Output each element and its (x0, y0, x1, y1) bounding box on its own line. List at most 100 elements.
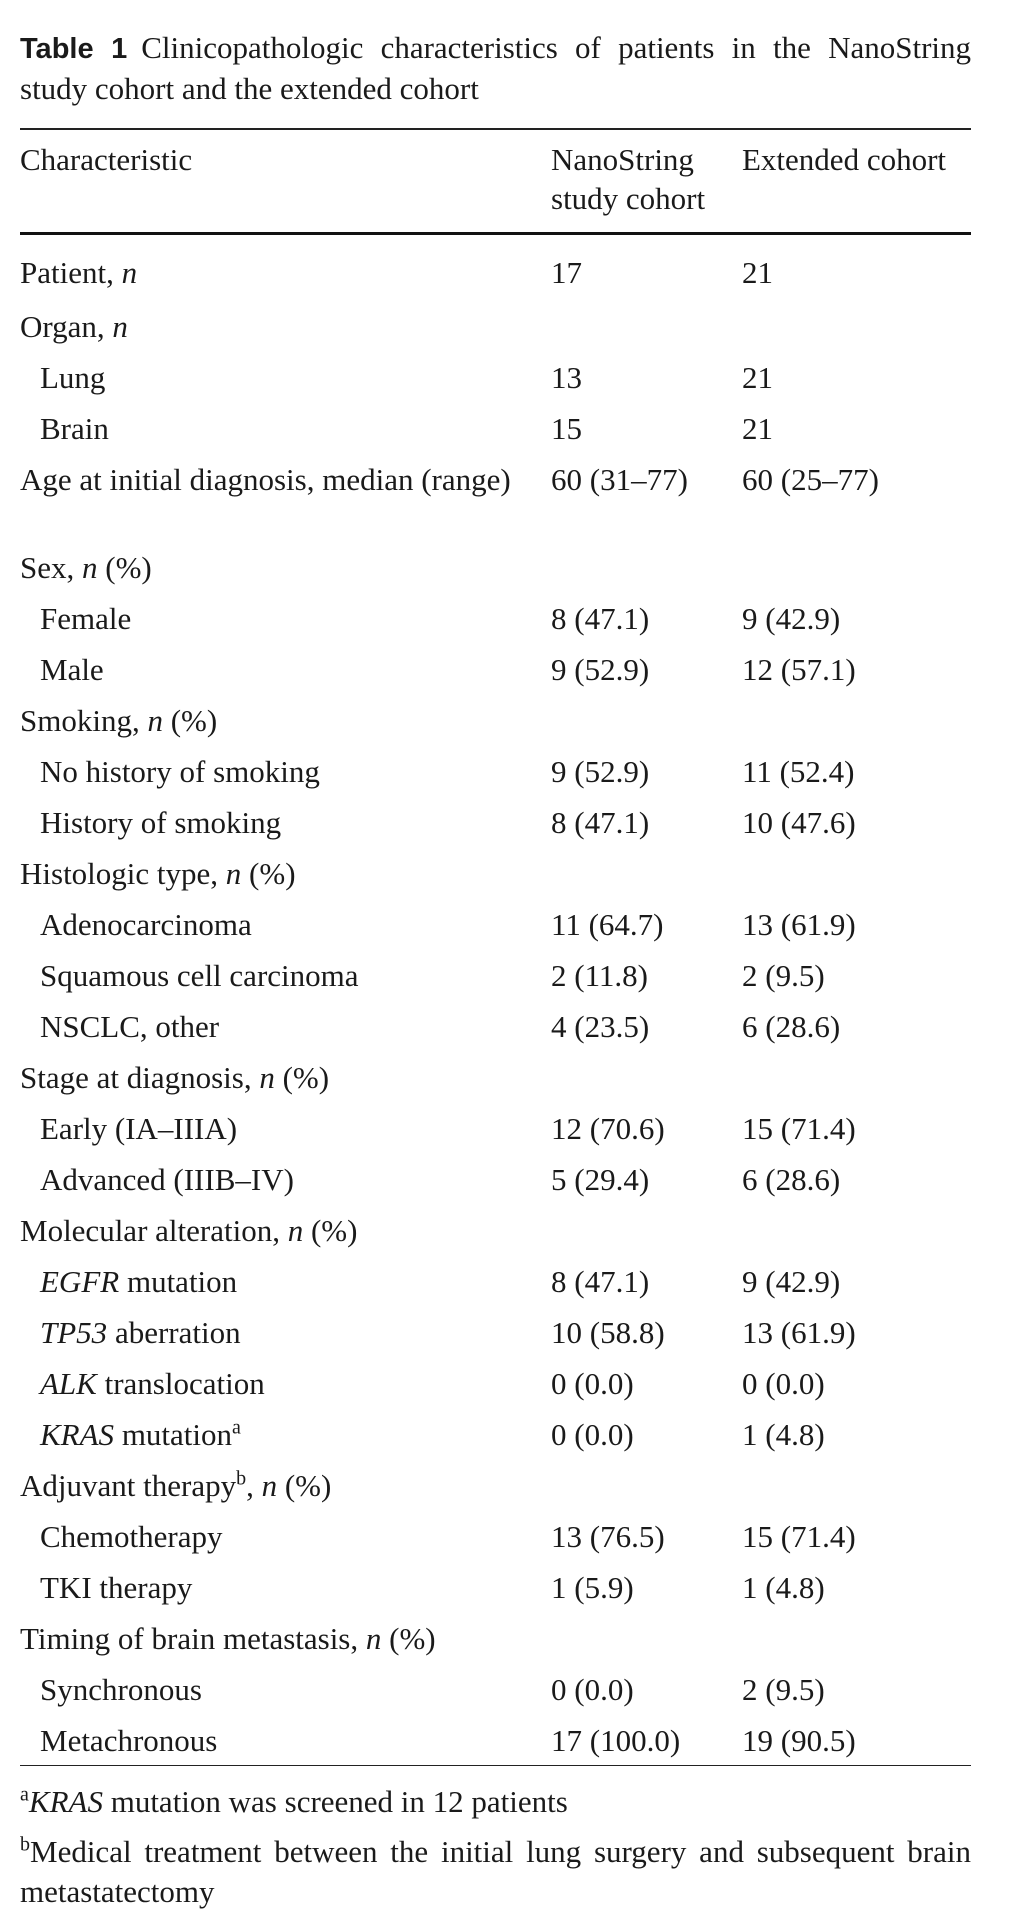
table-footnotes: aKRAS mutation was screened in 12 patien… (20, 1782, 971, 1912)
nanostring-value: 13 (76.5) (551, 1518, 665, 1554)
nanostring-value: 9 (52.9) (551, 753, 650, 789)
header-nanostring: NanoString study cohort (551, 141, 706, 216)
extended-value: 60 (25–77) (742, 461, 879, 497)
table-row: TP53 aberration 10 (58.8) 13 (61.9) (20, 1301, 971, 1352)
table-row: No history of smoking 9 (52.9) 11 (52.4) (20, 740, 971, 791)
table-row: Brain 15 21 (20, 397, 971, 448)
extended-value: 6 (28.6) (742, 1008, 841, 1044)
header-rule (20, 231, 971, 235)
nanostring-value: 13 (551, 359, 582, 395)
extended-value: 19 (90.5) (742, 1722, 856, 1758)
table-row: Timing of brain metastasis, n (%) (20, 1607, 971, 1658)
table-row: Advanced (IIIB–IV) 5 (29.4) 6 (28.6) (20, 1148, 971, 1199)
nanostring-value: 17 (100.0) (551, 1722, 681, 1758)
extended-value: 12 (57.1) (742, 651, 856, 687)
row-label: Patient, n (20, 254, 138, 290)
table-row: Age at initial diagnosis, median (range)… (20, 448, 971, 536)
row-label: Adjuvant therapyb, n (%) (20, 1467, 332, 1503)
nanostring-value: 0 (0.0) (551, 1365, 634, 1401)
extended-value: 13 (61.9) (742, 1314, 856, 1350)
extended-value: 15 (71.4) (742, 1518, 856, 1554)
extended-value: 1 (4.8) (742, 1569, 825, 1605)
table-row: Smoking, n (%) (20, 689, 971, 740)
row-label: Sex, n (%) (20, 549, 152, 585)
row-label: Smoking, n (%) (20, 702, 218, 738)
table-row: Squamous cell carcinoma 2 (11.8) 2 (9.5) (20, 944, 971, 995)
table-row: Male 9 (52.9) 12 (57.1) (20, 638, 971, 689)
table-row: Adjuvant therapyb, n (%) (20, 1454, 971, 1505)
table-label: Table 1 (20, 33, 128, 65)
nanostring-value: 2 (11.8) (551, 957, 648, 993)
row-label: Stage at diagnosis, n (%) (20, 1059, 330, 1095)
row-label: Early (IA–IIIA) (40, 1110, 238, 1146)
row-label: NSCLC, other (40, 1008, 220, 1044)
nanostring-value: 8 (47.1) (551, 1263, 650, 1299)
extended-value: 15 (71.4) (742, 1110, 856, 1146)
footnote-mark-a: a (232, 1416, 241, 1439)
footnote-b: bMedical treatment between the initial l… (20, 1833, 971, 1909)
row-label: No history of smoking (40, 753, 320, 789)
table-row: Synchronous 0 (0.0) 2 (9.5) (20, 1658, 971, 1709)
table-row: History of smoking 8 (47.1) 10 (47.6) (20, 791, 971, 842)
row-label: Metachronous (40, 1722, 218, 1758)
row-label: TKI therapy (40, 1569, 193, 1605)
row-label: KRAS mutationa (40, 1416, 241, 1452)
nanostring-value: 4 (23.5) (551, 1008, 650, 1044)
extended-value: 9 (42.9) (742, 600, 841, 636)
table-row: Molecular alteration, n (%) (20, 1199, 971, 1250)
footnote-mark-b: b (236, 1467, 247, 1490)
row-label: Adenocarcinoma (40, 906, 252, 942)
row-label: Synchronous (40, 1671, 202, 1707)
table-row: Early (IA–IIIA) 12 (70.6) 15 (71.4) (20, 1097, 971, 1148)
nanostring-value: 5 (29.4) (551, 1161, 650, 1197)
row-label: Lung (40, 359, 106, 395)
header-characteristic: Characteristic (20, 141, 193, 177)
bottom-rule (20, 1764, 971, 1766)
row-label: Squamous cell carcinoma (40, 957, 359, 993)
header-row: Characteristic NanoString study cohort E… (20, 130, 971, 232)
caption-text: Clinicopathologic characteristics of pat… (20, 30, 972, 106)
table-caption: Table 1 Clinicopathologic characteristics… (20, 28, 971, 108)
extended-value: 0 (0.0) (742, 1365, 825, 1401)
extended-value: 2 (9.5) (742, 957, 825, 993)
extended-value: 1 (4.8) (742, 1416, 825, 1452)
nanostring-value: 0 (0.0) (551, 1671, 634, 1707)
row-label: Chemotherapy (40, 1518, 223, 1554)
row-label: Male (40, 651, 104, 687)
table-row: Lung 13 21 (20, 346, 971, 397)
extended-value: 10 (47.6) (742, 804, 856, 840)
table-row: Stage at diagnosis, n (%) (20, 1046, 971, 1097)
table-row: Sex, n (%) (20, 536, 971, 587)
row-label: Histologic type, n (%) (20, 855, 296, 891)
table-row: TKI therapy 1 (5.9) 1 (4.8) (20, 1556, 971, 1607)
row-label: Advanced (IIIB–IV) (40, 1161, 294, 1197)
nanostring-value: 11 (64.7) (551, 906, 664, 942)
characteristics-table: Characteristic NanoString study cohort E… (20, 130, 971, 232)
characteristics-table-body: Patient, n 17 21 Organ, n Lung 13 21 Bra… (20, 235, 971, 1765)
nanostring-value: 8 (47.1) (551, 600, 650, 636)
row-label: Brain (40, 410, 109, 446)
table-row: Histologic type, n (%) (20, 842, 971, 893)
row-label: Organ, n (20, 308, 128, 344)
row-label: ALK translocation (40, 1365, 265, 1401)
table-row: Organ, n (20, 295, 971, 346)
nanostring-value: 8 (47.1) (551, 804, 650, 840)
row-label: Timing of brain metastasis, n (%) (20, 1620, 436, 1656)
extended-value: 21 (742, 410, 773, 446)
row-label: Molecular alteration, n (%) (20, 1212, 358, 1248)
table-row: Patient, n 17 21 (20, 235, 971, 295)
extended-value: 6 (28.6) (742, 1161, 841, 1197)
extended-value: 13 (61.9) (742, 906, 856, 942)
extended-value: 9 (42.9) (742, 1263, 841, 1299)
table-row: Chemotherapy 13 (76.5) 15 (71.4) (20, 1505, 971, 1556)
extended-value: 11 (52.4) (742, 753, 855, 789)
row-label: EGFR mutation (40, 1263, 238, 1299)
table-row: Female 8 (47.1) 9 (42.9) (20, 587, 971, 638)
table-row: ALK translocation 0 (0.0) 0 (0.0) (20, 1352, 971, 1403)
nanostring-value: 17 (551, 254, 582, 290)
nanostring-value: 0 (0.0) (551, 1416, 634, 1452)
table-row: KRAS mutationa 0 (0.0) 1 (4.8) (20, 1403, 971, 1454)
table-row: Adenocarcinoma 11 (64.7) 13 (61.9) (20, 893, 971, 944)
table-page: Table 1 Clinicopathologic characteristics… (20, 28, 971, 1922)
nanostring-value: 15 (551, 410, 582, 446)
